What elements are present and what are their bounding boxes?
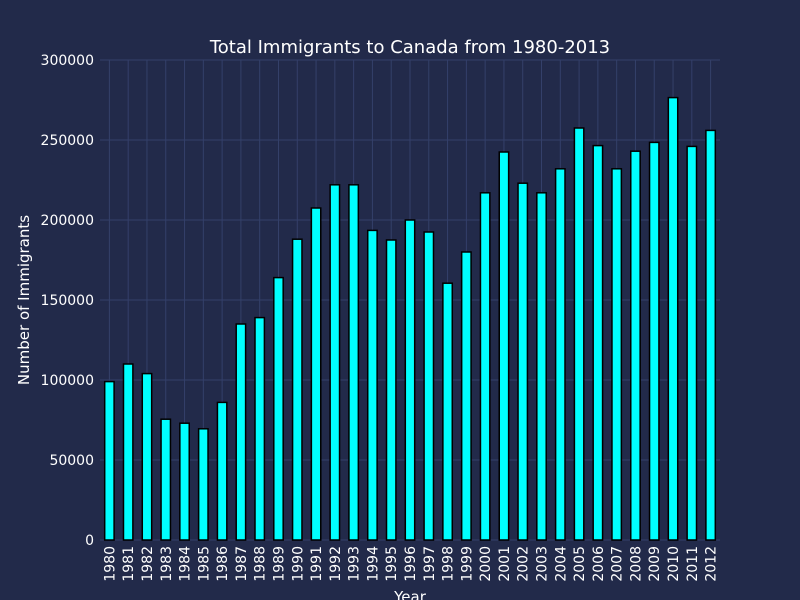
x-tick-label: 1986 [215, 546, 231, 582]
bar [479, 192, 491, 541]
x-tick-label: 1988 [253, 546, 269, 582]
bar [517, 182, 529, 541]
bar [254, 316, 266, 541]
x-tick-label: 2012 [704, 546, 720, 582]
x-tick-label: 2005 [572, 546, 588, 582]
bar [348, 184, 360, 541]
bar [554, 168, 566, 541]
x-tick-label: 2008 [628, 546, 644, 582]
y-tick-labels: 0 50000 100000 150000 200000 250000 300000 [41, 53, 94, 549]
x-tick-label: 2010 [666, 546, 682, 582]
bar [235, 323, 247, 541]
x-axis-label: Year [393, 588, 427, 600]
bar [423, 231, 435, 541]
x-tick-label: 1980 [102, 546, 118, 582]
bars-group [103, 96, 717, 541]
y-tick-label: 300000 [41, 53, 94, 69]
y-tick-label: 0 [85, 533, 94, 549]
bar [611, 168, 623, 541]
x-tick-label: 1996 [403, 546, 419, 582]
x-tick-label: 1993 [347, 546, 363, 582]
bar [592, 144, 604, 541]
x-tick-label: 1983 [159, 546, 175, 582]
bar [498, 151, 510, 541]
bar [122, 363, 134, 541]
x-tick-label: 2004 [553, 546, 569, 582]
x-tick-label: 1998 [441, 546, 457, 582]
bar [103, 380, 115, 541]
x-tick-label: 2001 [497, 546, 513, 582]
y-tick-label: 250000 [41, 133, 94, 149]
x-tick-label: 2009 [647, 546, 663, 582]
bar [404, 219, 416, 541]
x-tick-label: 1990 [290, 546, 306, 582]
bar [329, 184, 341, 541]
chart-title: Total Immigrants to Canada from 1980-201… [209, 37, 610, 58]
bar [536, 192, 547, 541]
bar [310, 207, 322, 541]
x-tick-label: 1995 [384, 546, 400, 582]
x-tick-label: 1981 [121, 546, 137, 582]
bar [291, 238, 303, 541]
x-tick-label: 2003 [535, 546, 551, 582]
bar [648, 141, 660, 541]
x-tick-label: 1992 [328, 546, 344, 582]
x-tick-label: 1991 [309, 546, 325, 582]
x-tick-label: 1985 [196, 546, 212, 582]
bar [160, 418, 172, 541]
bar [573, 127, 585, 541]
x-tick-label: 2000 [478, 546, 494, 582]
x-tick-label: 1997 [422, 546, 438, 582]
x-tick-labels: 1980 1981 1982 1983 1984 1985 1986 1987 1988 1989… [102, 546, 719, 582]
bar [686, 145, 698, 541]
x-tick-label: 1982 [140, 546, 156, 582]
x-tick-label: 1984 [178, 546, 194, 582]
x-tick-label: 1989 [271, 546, 287, 582]
y-tick-label: 150000 [41, 293, 94, 309]
bar [197, 428, 209, 541]
y-axis-label: Number of Immigrants [15, 215, 33, 385]
y-tick-label: 200000 [41, 213, 94, 229]
y-tick-label: 50000 [49, 453, 94, 469]
bar [667, 96, 679, 541]
y-tick-label: 100000 [41, 373, 94, 389]
x-tick-label: 2002 [516, 546, 532, 582]
x-tick-label: 1987 [234, 546, 250, 582]
bar [442, 282, 454, 541]
x-tick-label: 1994 [365, 546, 381, 582]
x-tick-label: 2007 [610, 546, 626, 582]
bar [630, 150, 641, 541]
bar [705, 129, 717, 541]
x-tick-label: 2011 [685, 546, 701, 582]
bar [273, 276, 284, 541]
bar [366, 229, 378, 541]
x-tick-label: 2006 [591, 546, 607, 582]
bar [460, 251, 472, 541]
x-tick-label: 1999 [459, 546, 475, 582]
bar [385, 239, 397, 541]
bar [141, 372, 153, 541]
bar [216, 401, 228, 541]
bar [179, 422, 190, 541]
